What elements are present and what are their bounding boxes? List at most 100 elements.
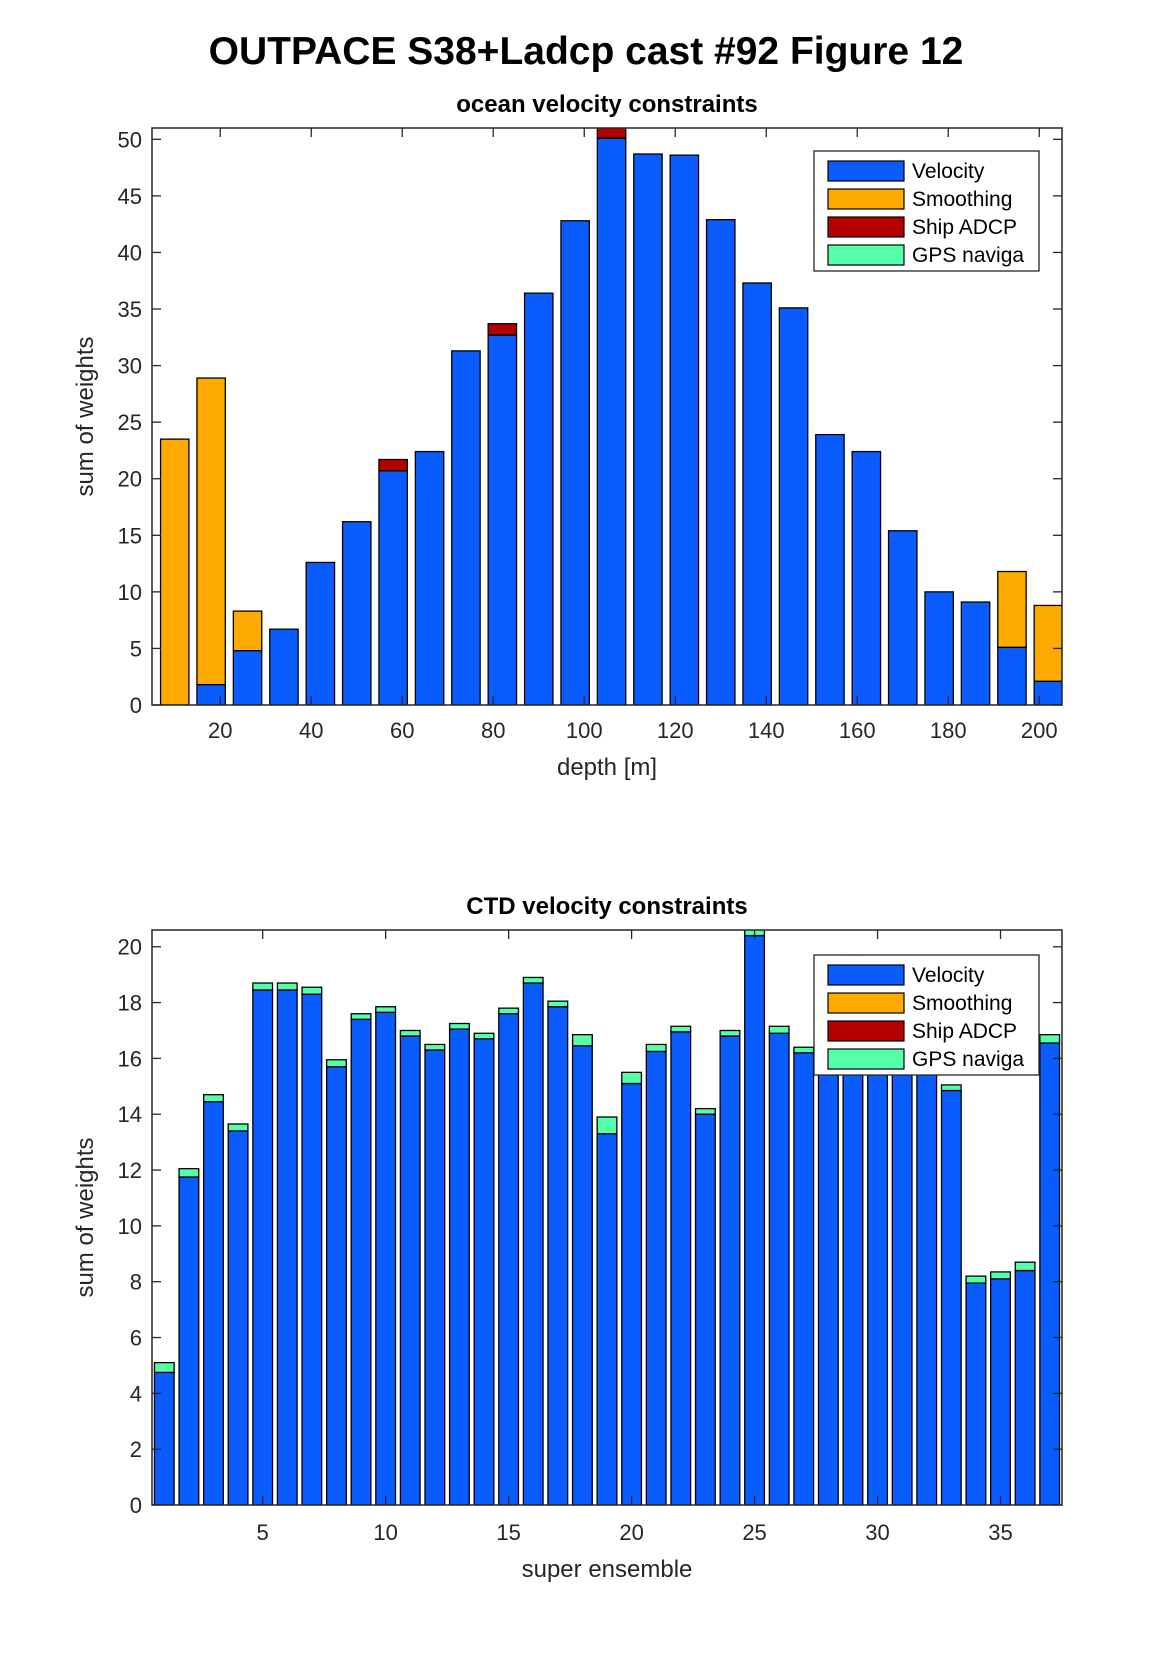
- y-tick-label: 5: [130, 636, 142, 661]
- ctd-bar-velocity: [719, 1035, 741, 1505]
- ctd-bar-gps-naviga: [276, 982, 298, 991]
- ocean-bar-velocity: [742, 282, 772, 705]
- legend-swatch: [827, 244, 905, 266]
- y-tick-label: 16: [118, 1046, 142, 1071]
- legend-swatch: [827, 992, 905, 1014]
- ctd-bar-velocity: [793, 1052, 815, 1505]
- ocean-bar-velocity: [196, 683, 226, 705]
- legend-entry: Velocity: [912, 160, 985, 183]
- x-tick-label: 40: [299, 718, 323, 743]
- ocean-bar-velocity: [997, 646, 1027, 705]
- y-tick-label: 30: [118, 354, 142, 379]
- x-tick-label: 20: [619, 1520, 643, 1545]
- ctd-bar-gps-naviga: [252, 982, 274, 991]
- legend-entry: Velocity: [912, 964, 985, 987]
- ctd-bar-velocity: [448, 1028, 470, 1505]
- ctd-bar-gps-naviga: [1039, 1034, 1061, 1044]
- legend-swatch: [827, 160, 905, 182]
- y-axis-label: sum of weights: [72, 1137, 99, 1297]
- ctd-bar-velocity: [645, 1050, 667, 1505]
- legend: Velocity Smoothing Ship ADCP GPS naviga: [813, 954, 1040, 1076]
- y-tick-label: 0: [130, 693, 142, 718]
- ctd-bar-gps-naviga: [227, 1123, 249, 1132]
- ctd-velocity-panel: CTD velocity constraints 5 10 15 20 25 30 35 0 2 4…: [72, 893, 1063, 1583]
- ctd-bar-gps-naviga: [424, 1043, 446, 1051]
- ocean-bar-velocity: [232, 650, 263, 705]
- ocean-bar-velocity: [1033, 680, 1062, 705]
- y-tick-label: 12: [118, 1158, 142, 1183]
- ctd-bar-gps-naviga: [965, 1275, 987, 1284]
- ocean-bar-velocity: [269, 628, 299, 705]
- ctd-bar-gps-naviga: [301, 986, 323, 995]
- ctd-bar-velocity: [990, 1278, 1012, 1505]
- x-axis-label: depth [m]: [557, 754, 657, 781]
- ctd-bar-gps-naviga: [375, 1006, 397, 1013]
- ctd-bar-gps-naviga: [547, 1000, 569, 1008]
- chart-title: CTD velocity constraints: [466, 893, 747, 920]
- ctd-bar-gps-naviga: [793, 1046, 815, 1054]
- x-tick-label: 120: [657, 718, 694, 743]
- ocean-bar-smoothing: [232, 610, 263, 652]
- x-tick-label: 10: [373, 1520, 397, 1545]
- ctd-bar-velocity: [596, 1133, 618, 1505]
- ctd-bar-gps-naviga: [1014, 1261, 1036, 1272]
- ocean-bar-velocity: [778, 307, 809, 705]
- x-axis-label: super ensemble: [522, 1556, 693, 1583]
- ctd-bar-velocity: [276, 989, 298, 1505]
- ocean-bar-velocity: [378, 470, 408, 705]
- ocean-bar-smoothing: [159, 438, 190, 705]
- ctd-bar-gps-naviga: [178, 1168, 200, 1178]
- ctd-bar-gps-naviga: [202, 1094, 224, 1103]
- ctd-bar-gps-naviga: [325, 1059, 347, 1068]
- ocean-bar-velocity: [705, 218, 736, 705]
- ctd-bar-gps-naviga: [645, 1043, 667, 1053]
- ocean-bar-velocity: [669, 154, 700, 705]
- ctd-bar-gps-naviga: [350, 1013, 372, 1020]
- legend-entry: Smoothing: [912, 188, 1012, 211]
- ocean-bar-smoothing: [196, 377, 226, 686]
- ocean-bar-ship-adcp: [487, 323, 518, 336]
- x-tick-label: 100: [566, 718, 603, 743]
- ctd-bar-velocity: [940, 1089, 962, 1505]
- ctd-bar-velocity: [916, 1071, 938, 1505]
- legend-swatch: [827, 1048, 905, 1070]
- ocean-bar-velocity: [851, 450, 882, 705]
- ctd-bar-velocity: [202, 1101, 224, 1505]
- ctd-bar-velocity: [375, 1011, 397, 1505]
- ctd-bar-gps-naviga: [694, 1107, 716, 1115]
- ctd-bar-gps-naviga: [448, 1022, 470, 1030]
- legend-swatch: [827, 216, 905, 238]
- ctd-bar-gps-naviga: [522, 976, 544, 984]
- ctd-bar-velocity: [1039, 1042, 1061, 1505]
- ctd-bar-velocity: [867, 1071, 889, 1505]
- chart-title: ocean velocity constraints: [456, 91, 757, 118]
- ctd-bar-velocity: [670, 1031, 692, 1505]
- ocean-bar-ship-adcp: [378, 458, 408, 472]
- y-tick-label: 0: [130, 1493, 142, 1518]
- ocean-bar-velocity: [341, 521, 372, 705]
- x-tick-label: 80: [481, 718, 505, 743]
- ctd-bar-gps-naviga: [153, 1361, 175, 1374]
- ocean-bar-velocity: [414, 450, 445, 705]
- x-tick-label: 5: [257, 1520, 269, 1545]
- ctd-bar-gps-naviga: [670, 1025, 692, 1033]
- ocean-bar-velocity: [633, 153, 663, 705]
- x-tick-label: 180: [930, 718, 967, 743]
- y-tick-label: 14: [118, 1102, 142, 1127]
- ctd-bar-velocity: [227, 1130, 249, 1505]
- ctd-bar-velocity: [424, 1049, 446, 1505]
- ctd-bar-gps-naviga: [719, 1029, 741, 1037]
- legend-entry: Ship ADCP: [912, 216, 1017, 239]
- x-tick-label: 25: [742, 1520, 766, 1545]
- ocean-bar-velocity: [451, 350, 481, 705]
- ctd-bar-gps-naviga: [571, 1034, 593, 1047]
- ctd-bar-velocity: [301, 993, 323, 1505]
- ctd-bar-velocity: [694, 1113, 716, 1505]
- ctd-bar-velocity: [817, 1071, 839, 1505]
- ctd-bar-gps-naviga: [399, 1029, 421, 1037]
- ctd-bar-gps-naviga: [768, 1025, 790, 1034]
- ocean-bar-velocity: [523, 292, 554, 705]
- y-tick-label: 6: [130, 1326, 142, 1351]
